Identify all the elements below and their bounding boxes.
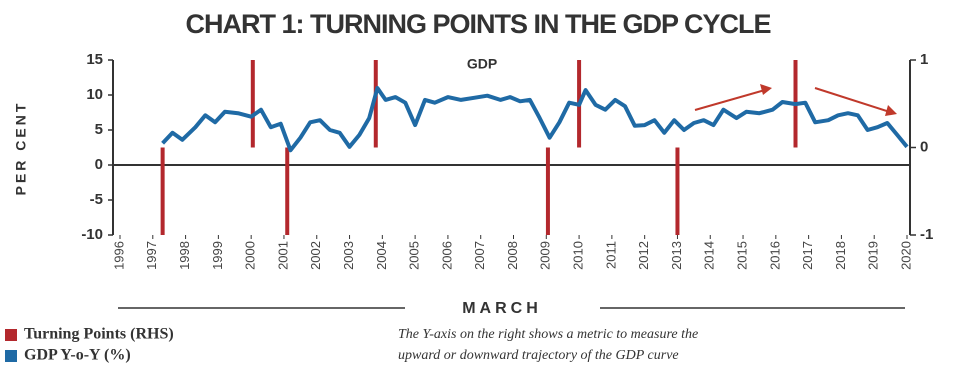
legend-swatch: [5, 350, 17, 362]
x-tick-label: 2012: [636, 241, 651, 270]
x-tick-label: 2004: [374, 241, 389, 270]
legend-swatch: [5, 329, 17, 341]
x-tick-label: 2015: [734, 241, 749, 270]
x-tick-label: 1998: [177, 241, 192, 270]
y2-tick-label: 0: [920, 138, 928, 155]
x-tick-label: 2000: [243, 241, 258, 270]
x-tick-label: 2013: [669, 241, 684, 270]
y-tick-label: 10: [86, 86, 103, 103]
x-tick-label: 2014: [702, 241, 717, 270]
x-tick-label: 2003: [341, 241, 356, 270]
x-tick-label: 2009: [538, 241, 553, 270]
x-tick-label: 2007: [472, 241, 487, 270]
y2-tick-label: -1: [920, 226, 933, 243]
note-line: upward or downward trajectory of the GDP…: [398, 348, 679, 363]
y-tick-label: 0: [95, 156, 103, 173]
x-tick-label: 2008: [505, 241, 520, 270]
turning-point-bar: [373, 60, 378, 148]
x-tick-label: 2006: [439, 241, 454, 270]
x-tick-label: 2010: [571, 241, 586, 270]
x-tick-label: 2017: [800, 241, 815, 270]
legend-label: GDP Y-o-Y (%): [24, 347, 131, 364]
turning-point-bar: [285, 147, 290, 235]
x-tick-label: 2020: [898, 241, 913, 270]
x-tick-label: 2001: [275, 241, 290, 270]
x-tick-label: 2005: [407, 241, 422, 270]
turning-point-bar: [675, 147, 680, 235]
y-axis-label: PER CENT: [13, 101, 29, 196]
note-line: The Y-axis on the right shows a metric t…: [398, 327, 698, 342]
x-tick-label: 1997: [144, 241, 159, 270]
y-tick-label: 5: [95, 121, 103, 138]
gdp-line: [161, 86, 909, 153]
trend-arrows: [694, 84, 897, 116]
legend-label: Turning Points (RHS): [24, 326, 174, 343]
chart-title: CHART 1: TURNING POINTS IN THE GDP CYCLE: [185, 9, 770, 39]
y-tick-label: -10: [81, 226, 103, 243]
turning-point-bar: [545, 147, 550, 235]
y-tick-label: -5: [90, 191, 103, 208]
x-tick-label: 2011: [603, 241, 618, 269]
x-tick-label: 2019: [866, 241, 881, 270]
x-tick-label: 1996: [111, 241, 126, 270]
x-tick-label: 2016: [767, 241, 782, 270]
annotation: GDP: [467, 56, 497, 72]
x-tick-label: 2018: [833, 241, 848, 270]
x-tick-label: 1999: [210, 241, 225, 270]
y2-tick-label: 1: [920, 51, 928, 68]
x-tick-label: 2002: [308, 241, 323, 270]
y-tick-label: 15: [86, 51, 103, 68]
turning-point-bar: [160, 147, 165, 235]
x-axis-label: MARCH: [462, 300, 542, 317]
turning-point-bar: [250, 60, 255, 148]
